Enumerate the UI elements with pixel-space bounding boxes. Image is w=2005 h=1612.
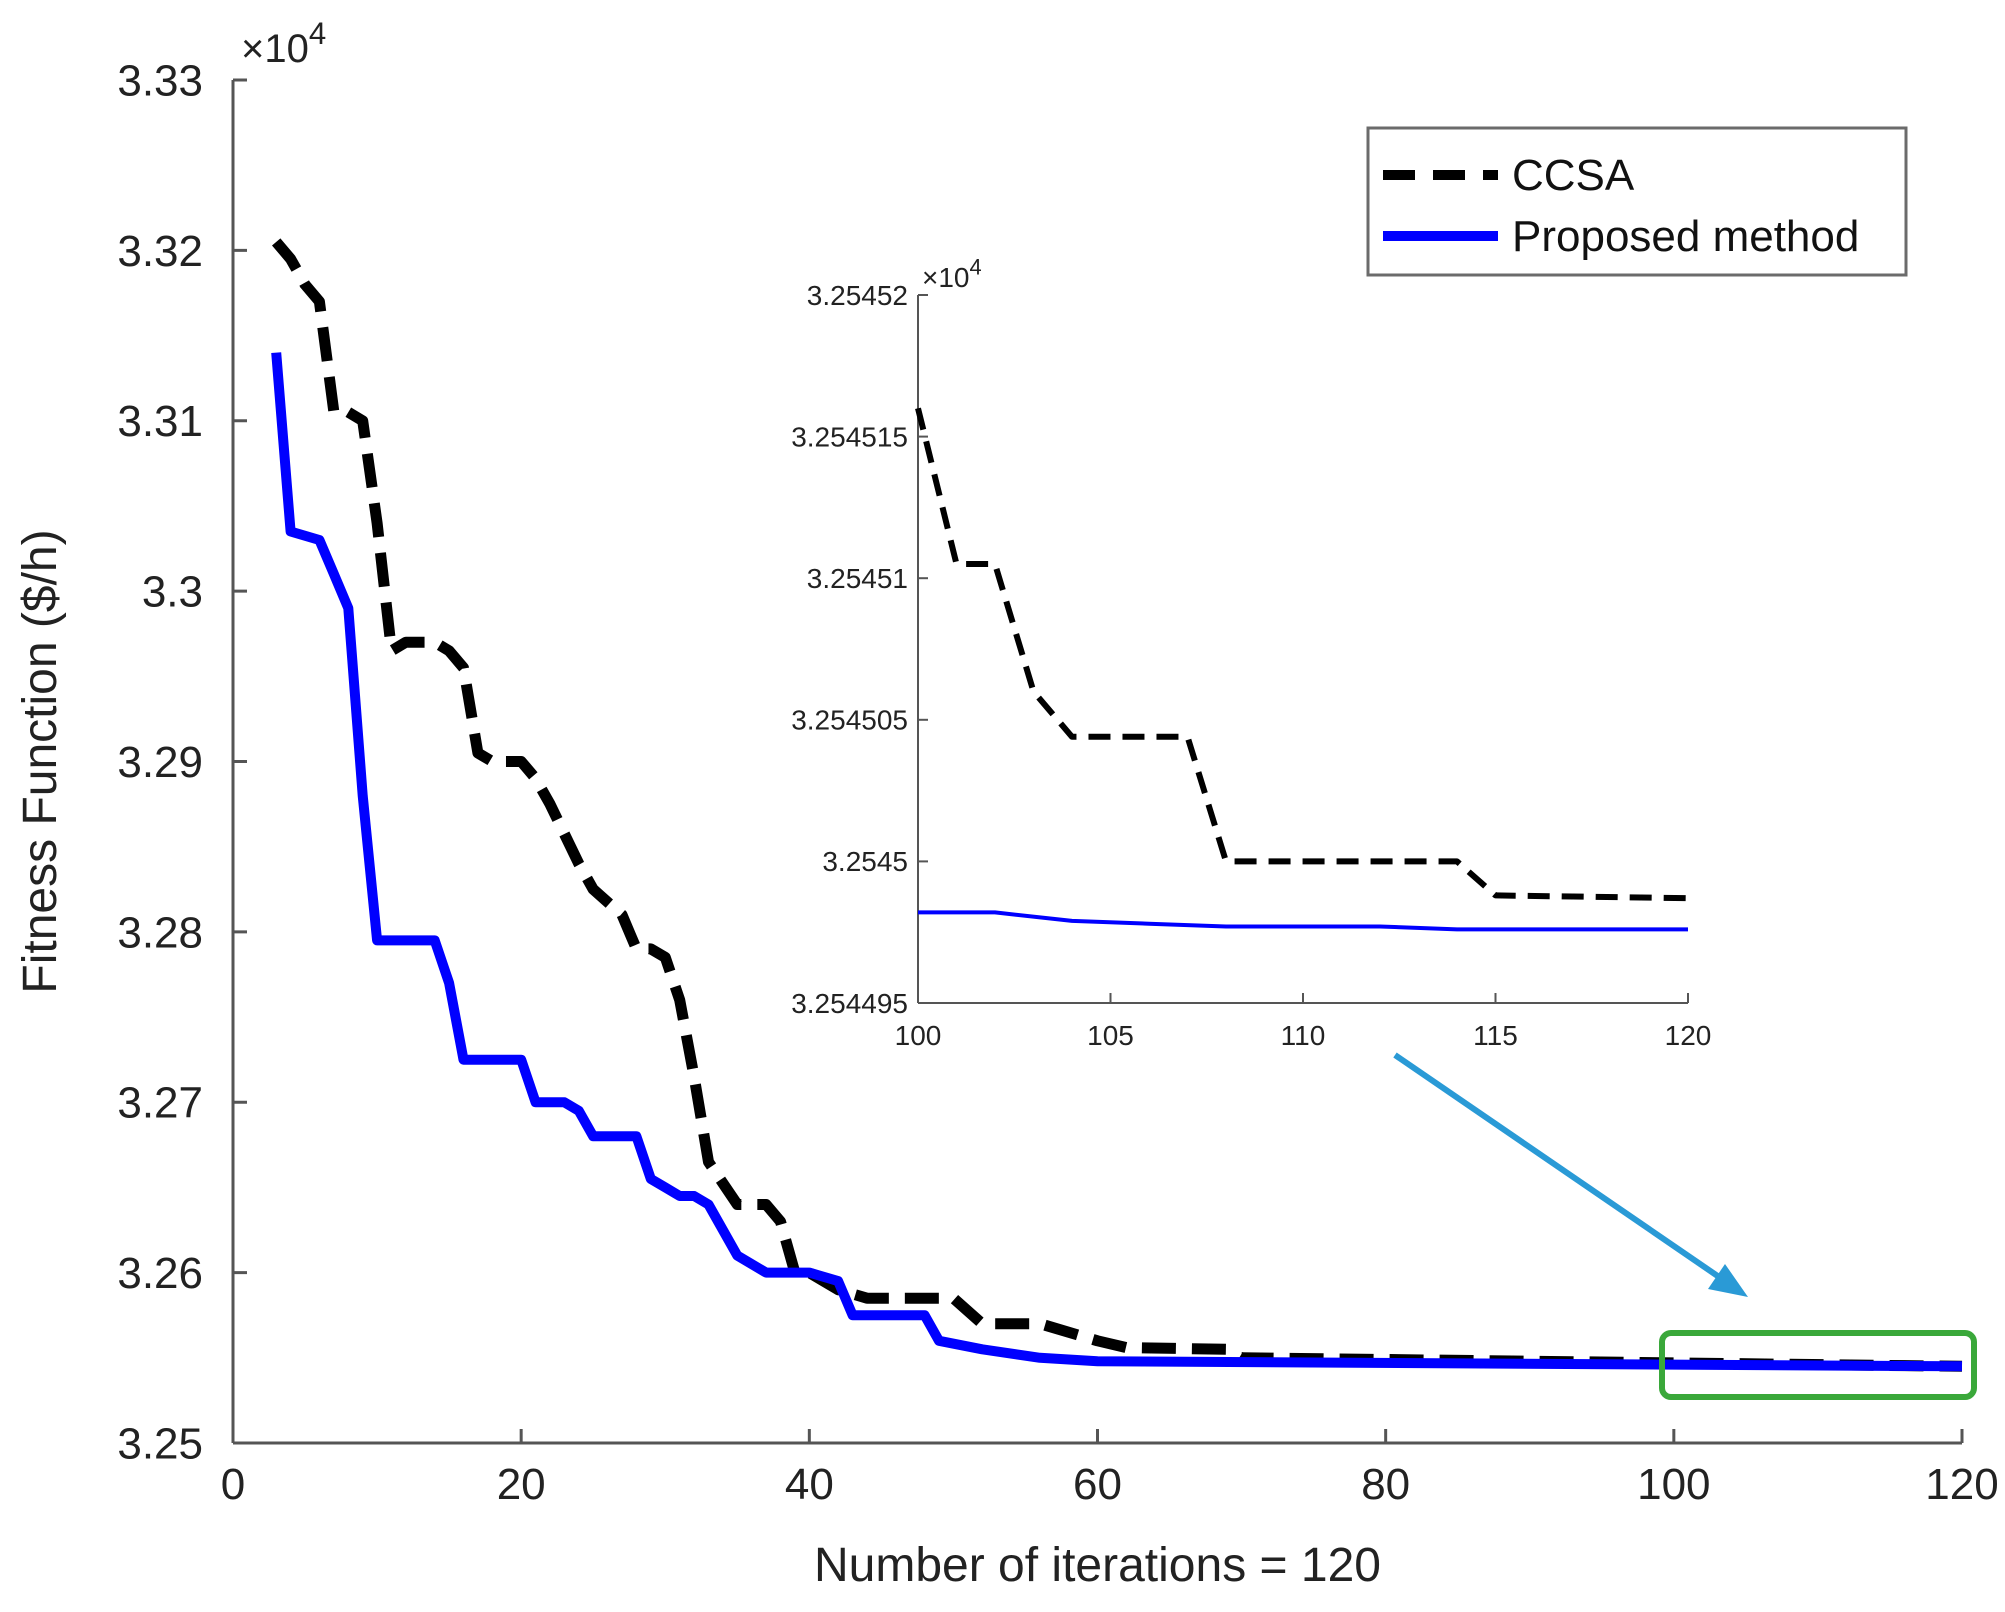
series-line-proposed-method: [271, 352, 1963, 1372]
x-tick-label: 100: [1637, 1460, 1710, 1509]
y-tick-label: 3.32: [117, 227, 203, 276]
y-tick-label: 3.29: [117, 738, 203, 787]
inset-y-multiplier-exponent: 4: [970, 254, 982, 279]
x-axis-title: Number of iterations = 120: [814, 1539, 1381, 1592]
inset-x-tick-label: 120: [1665, 1020, 1712, 1051]
inset-x-tick-label: 105: [1087, 1020, 1134, 1051]
inset-x-tick-label: 100: [895, 1020, 942, 1051]
inset-x-tick-label: 110: [1281, 1020, 1326, 1051]
highlight-box: [1659, 1330, 1977, 1400]
zoom-arrow-head: [1708, 1264, 1748, 1297]
y-tick-label: 3.3: [142, 568, 203, 617]
legend-box: [1366, 126, 1908, 277]
inset-series-line-ccsa: [915, 407, 1689, 902]
inset-x-tick-label: 115: [1473, 1020, 1518, 1051]
x-tick-label: 20: [497, 1460, 546, 1509]
inset-y-multiplier: ×104: [922, 254, 982, 293]
inset-series-line-proposed-method: [918, 910, 1688, 932]
x-tick-label: 40: [785, 1460, 834, 1509]
y-multiplier-exponent: 4: [309, 16, 326, 51]
x-tick-label: 60: [1073, 1460, 1122, 1509]
inset-y-tick-label: 3.25451: [807, 563, 908, 594]
y-multiplier: ×104: [241, 16, 326, 71]
inset-y-tick-label: 3.254505: [791, 705, 908, 736]
series-line-ccsa: [272, 238, 1963, 1372]
y-tick-label: 3.25: [117, 1419, 203, 1468]
y-tick-label: 3.27: [117, 1079, 203, 1128]
y-tick-label: 3.26: [117, 1249, 203, 1298]
legend: CCSA Proposed method: [1366, 126, 1908, 277]
y-axis-title: Fitness Function ($/h): [14, 529, 67, 993]
x-tick-label: 120: [1925, 1460, 1998, 1509]
inset-y-tick-label: 3.2545: [822, 846, 908, 877]
zoom-arrow-shaft: [1393, 1052, 1724, 1282]
inset-y-tick-label: 3.25452: [807, 280, 908, 311]
zoom-arrow: [1393, 1052, 1748, 1297]
x-tick-label: 80: [1361, 1460, 1410, 1509]
y-tick-label: 3.28: [117, 908, 203, 957]
x-tick-label: 0: [221, 1460, 245, 1509]
inset-y-tick-label: 3.254515: [791, 421, 908, 452]
y-tick-label: 3.33: [117, 56, 203, 105]
legend-label-ccsa: CCSA: [1512, 151, 1635, 200]
main-chart: 0 20 40 60 80 100 120 3.25 3.26 3.27 3.28 3.29 3.3 3.…: [14, 16, 1999, 1592]
legend-label-proposed-method: Proposed method: [1512, 212, 1859, 261]
inset-y-tick-label: 3.254495: [791, 988, 908, 1019]
y-tick-label: 3.31: [117, 397, 203, 446]
inset-chart: 100 105 110 115 120 3.254495 3.2545 3.254505 3.2…: [791, 254, 1711, 1051]
annotations: CCSA Proposed method: [1366, 126, 1977, 1400]
